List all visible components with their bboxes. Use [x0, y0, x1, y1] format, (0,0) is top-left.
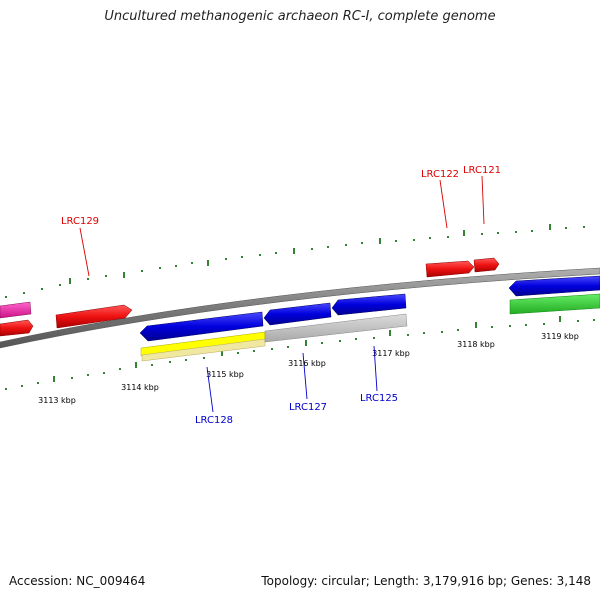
kbp-label: 3118 kbp	[457, 340, 495, 349]
leader-line-lrc129	[79, 227, 90, 277]
leader-line-lrc122	[439, 179, 448, 229]
kbp-label: 3114 kbp	[121, 383, 159, 392]
kbp-axis-labels: 3113 kbp 3114 kbp 3115 kbp 3116 kbp 3117…	[38, 332, 579, 405]
gene-label-lrc122[interactable]: LRC122	[421, 169, 459, 180]
leader-line-lrc127	[302, 352, 308, 400]
forward-gene-arrow-lrc122[interactable]	[425, 260, 475, 278]
genome-backbone	[0, 267, 600, 349]
gene-label-lrc125[interactable]: LRC125	[360, 393, 398, 404]
pale-feature	[141, 338, 266, 362]
map-title: Uncultured methanogenic archaeon RC-I, c…	[104, 9, 496, 24]
leader-line-lrc128	[206, 366, 214, 413]
forward-gene-arrow-lrc129[interactable]	[55, 304, 133, 329]
reverse-gene-arrow-lrc128[interactable]	[139, 311, 264, 342]
label-leader-lines	[79, 175, 485, 413]
grey-feature	[264, 313, 408, 343]
forward-gene-arrow[interactable]	[0, 319, 34, 337]
forward-gene-track[interactable]	[0, 257, 500, 337]
topology-text: Topology: circular; Length: 3,179,916 bp…	[261, 574, 591, 588]
rna-feature-partial[interactable]	[0, 301, 32, 319]
kbp-label: 3116 kbp	[288, 359, 326, 368]
kbp-label: 3117 kbp	[372, 349, 410, 358]
gene-label-lrc128[interactable]: LRC128	[195, 415, 233, 426]
kbp-label: 3119 kbp	[541, 332, 579, 341]
kbp-label: 3113 kbp	[38, 396, 76, 405]
kbp-label: 3115 kbp	[206, 370, 244, 379]
reverse-gene-arrow-lrc125[interactable]	[331, 293, 407, 316]
feature-track	[140, 293, 600, 362]
reverse-gene-arrow[interactable]	[508, 275, 600, 297]
accession-text: Accession: NC_009464	[9, 574, 146, 588]
leader-line-lrc125	[373, 345, 378, 392]
forward-gene-arrow-lrc121[interactable]	[473, 257, 500, 273]
reverse-gene-track[interactable]	[139, 275, 600, 342]
reverse-gene-arrow-lrc127[interactable]	[263, 302, 332, 326]
gene-label-lrc127[interactable]: LRC127	[289, 402, 327, 413]
leader-line-lrc121	[481, 175, 485, 225]
gene-label-lrc121[interactable]: LRC121	[463, 165, 501, 176]
gene-label-lrc129[interactable]: LRC129	[61, 216, 99, 227]
reverse-tick-track	[5, 316, 595, 390]
green-feature	[509, 293, 600, 315]
gene-labels: LRC129 LRC122 LRC121 LRC128 LRC127 LRC12…	[61, 165, 501, 426]
forward-tick-track	[5, 224, 585, 298]
